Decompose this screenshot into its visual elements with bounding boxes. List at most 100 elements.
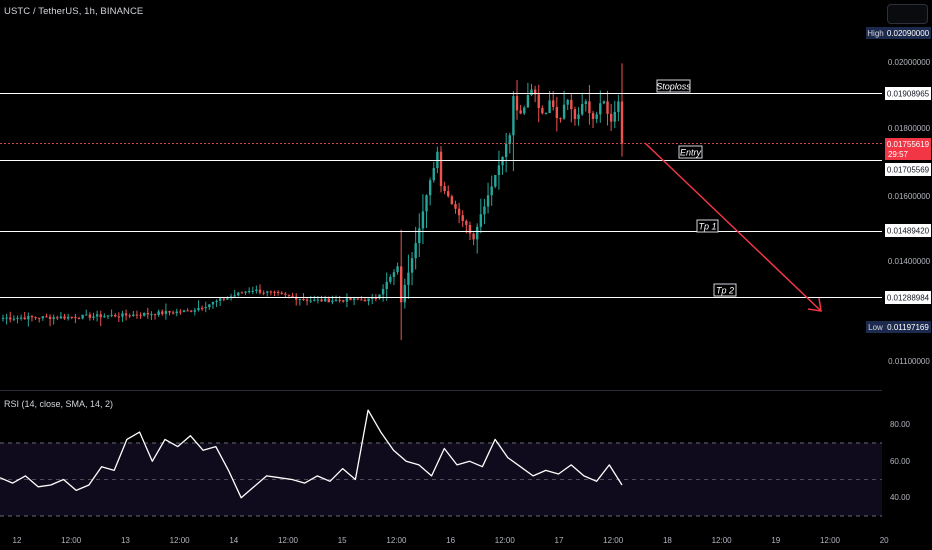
candle-body [504,144,508,157]
price-axis-background [882,0,932,550]
candle-body [559,118,562,120]
price-tick-label: 0.01100000 [888,357,930,366]
candle-body [255,289,258,292]
candle-body [523,107,526,114]
candle-body [251,291,254,293]
low-tag: Low [868,323,883,332]
price-tick-label: 0.01800000 [888,124,931,133]
candle-body [85,314,88,316]
candle-body [305,299,309,301]
candle-body [392,272,396,277]
candle-body [570,99,573,110]
candle-body [403,284,407,303]
candle-body [302,298,305,300]
stoploss-level[interactable]: Stoploss [0,79,882,94]
candle-body [1,317,5,319]
candle-body [16,317,19,319]
candle-body [117,316,121,318]
candle-body [356,298,359,300]
candle-body [128,315,131,317]
candle-body [617,101,620,112]
candle-body [110,314,113,316]
tp2-level[interactable]: Tp 2 [0,283,882,298]
candle-body [27,316,30,320]
candle-body [66,316,70,319]
candle-body [211,301,215,305]
price-axis[interactable]: High 0.02090000 0.02000000 0.01908965 0.… [866,0,932,550]
candle-body [313,299,316,301]
candle-body [352,298,356,301]
candle-body [37,317,41,319]
candle-body [345,298,349,302]
current-price-box [885,138,931,160]
candle-body [132,314,135,317]
candle-body [34,317,37,319]
tp1-level[interactable]: Tp 1 [0,219,882,233]
candle-body [385,281,388,290]
entry-level[interactable]: Entry [0,145,882,161]
rsi-legend[interactable]: RSI (14, close, SMA, 14, 2) [4,399,113,409]
time-tick-label: 12 [13,536,22,545]
candle-body [237,292,240,296]
candle-body [421,211,425,229]
time-tick-label: 12:00 [603,536,624,545]
candle-body [389,276,392,282]
candle-body [171,312,175,314]
candle-body [465,220,468,225]
candle-body [200,307,204,309]
candle-body [179,311,182,313]
candle-body [497,165,501,176]
candle-body [150,314,153,316]
candle-body [425,195,428,212]
candle-body [468,224,472,234]
candle-body [577,114,580,119]
candle-body [45,316,48,318]
time-tick-label: 12:00 [712,536,733,545]
candle-body [309,300,312,302]
price-tick-label: 0.01600000 [888,192,931,201]
time-tick-label: 17 [555,536,564,545]
candle-body [526,95,530,108]
candle-body [584,101,588,104]
candle-body [291,295,294,297]
candle-body [142,312,146,316]
candle-body [533,89,537,95]
candle-body [461,215,464,221]
candle-body [9,317,12,320]
candle-body [515,96,519,111]
time-tick-label: 15 [338,536,347,545]
candle-body [295,296,298,300]
candle-body [552,100,555,107]
candle-body [88,314,92,318]
candle-body [175,311,178,314]
candle-body [349,298,352,301]
candle-body [273,291,276,293]
candle-body [334,299,338,301]
candle-countdown: 29:57 [888,150,909,159]
chart-control-button[interactable] [887,4,928,24]
candle-body [483,206,486,215]
time-tick-label: 12:00 [170,536,191,545]
arrow-head-icon [807,297,822,312]
candle-body [193,310,197,312]
candle-body [418,228,421,244]
candle-body [121,313,124,317]
candle-body [244,291,247,293]
entry-label: Entry [680,148,702,158]
projection-arrow[interactable] [644,142,822,312]
candle-body [599,103,602,115]
candle-body [512,96,515,136]
candle-body [519,110,522,114]
candle-body [23,317,26,320]
symbol-title[interactable]: USTC / TetherUS, 1h, BINANCE [4,6,144,17]
time-axis[interactable]: 12 12:00 13 12:00 14 12:00 15 12:00 16 12:00 17 12:… [13,536,890,545]
tp1-price: 0.01489420 [887,227,930,236]
tp2-price-box [885,291,931,304]
price-tick-label: 0.02000000 [888,58,931,67]
candle-body [378,294,381,299]
time-tick-label: 12:00 [386,536,407,545]
tp2-price: 0.01288984 [887,294,930,303]
candle-body [266,291,269,293]
candle-body [12,318,16,320]
